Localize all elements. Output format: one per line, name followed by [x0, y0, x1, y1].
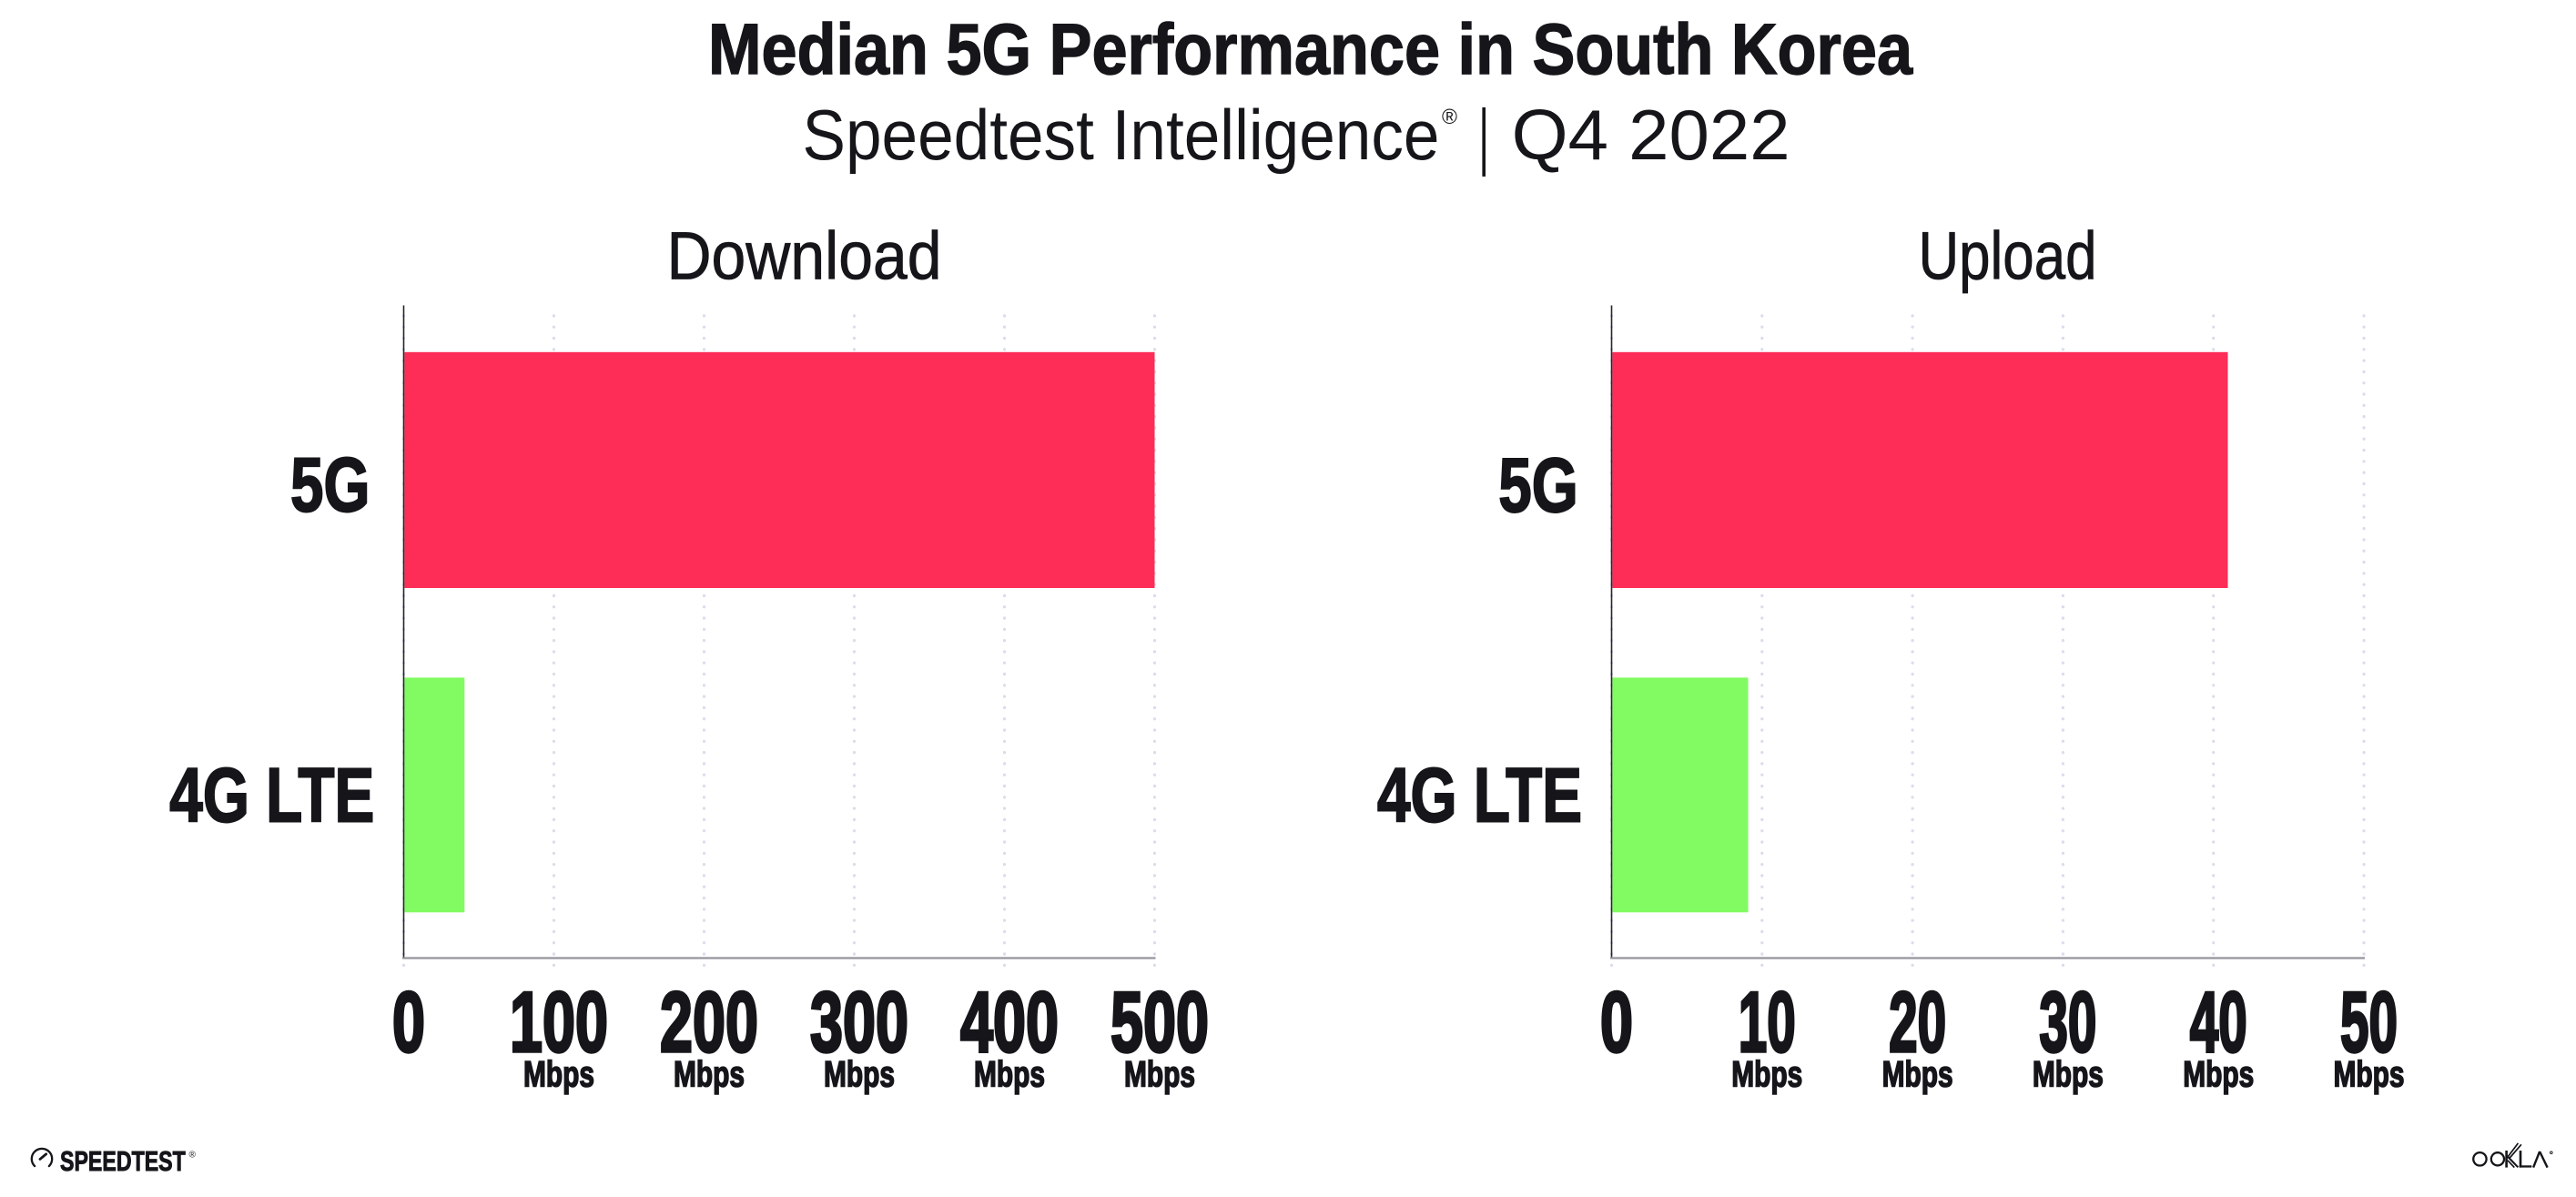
svg-text:100: 100: [510, 974, 608, 1070]
svg-text:50: 50: [2340, 974, 2398, 1070]
svg-text:20: 20: [1889, 974, 1946, 1070]
svg-text:Median 5G Performance in South: Median 5G Performance in South Korea: [708, 8, 1913, 89]
svg-text:Mbps: Mbps: [974, 1054, 1045, 1094]
svg-text:Mbps: Mbps: [2334, 1054, 2405, 1094]
svg-text:Upload: Upload: [1919, 218, 2097, 293]
svg-text:4G LTE: 4G LTE: [169, 752, 374, 837]
svg-text:Mbps: Mbps: [1882, 1054, 1953, 1094]
svg-text:Mbps: Mbps: [1124, 1054, 1195, 1094]
svg-text:30: 30: [2039, 974, 2096, 1070]
svg-text:300: 300: [810, 974, 908, 1070]
svg-text:10: 10: [1739, 974, 1796, 1070]
svg-text:200: 200: [660, 974, 758, 1070]
svg-text:0: 0: [1600, 974, 1633, 1070]
svg-text:0: 0: [392, 974, 425, 1070]
svg-text:Mbps: Mbps: [2183, 1054, 2254, 1094]
svg-text:Mbps: Mbps: [674, 1054, 745, 1094]
svg-text:Mbps: Mbps: [523, 1054, 594, 1094]
svg-text:®: ®: [189, 1151, 197, 1161]
svg-text:5G: 5G: [290, 442, 370, 528]
svg-text:5G: 5G: [1498, 442, 1578, 528]
svg-text:400: 400: [960, 974, 1059, 1070]
svg-text:Download: Download: [667, 218, 942, 293]
svg-text:Mbps: Mbps: [2033, 1054, 2104, 1094]
svg-text:Q4 2022: Q4 2022: [1512, 95, 1790, 175]
svg-text:4G LTE: 4G LTE: [1377, 752, 1582, 837]
svg-text:®: ®: [1442, 105, 1457, 128]
svg-text:SPEEDTEST: SPEEDTEST: [60, 1145, 186, 1177]
svg-text:500: 500: [1111, 974, 1209, 1070]
svg-text:Speedtest Intelligence: Speedtest Intelligence: [803, 95, 1440, 175]
svg-text:40: 40: [2190, 974, 2247, 1070]
svg-text:Mbps: Mbps: [1731, 1054, 1802, 1094]
svg-text:Mbps: Mbps: [824, 1054, 895, 1094]
